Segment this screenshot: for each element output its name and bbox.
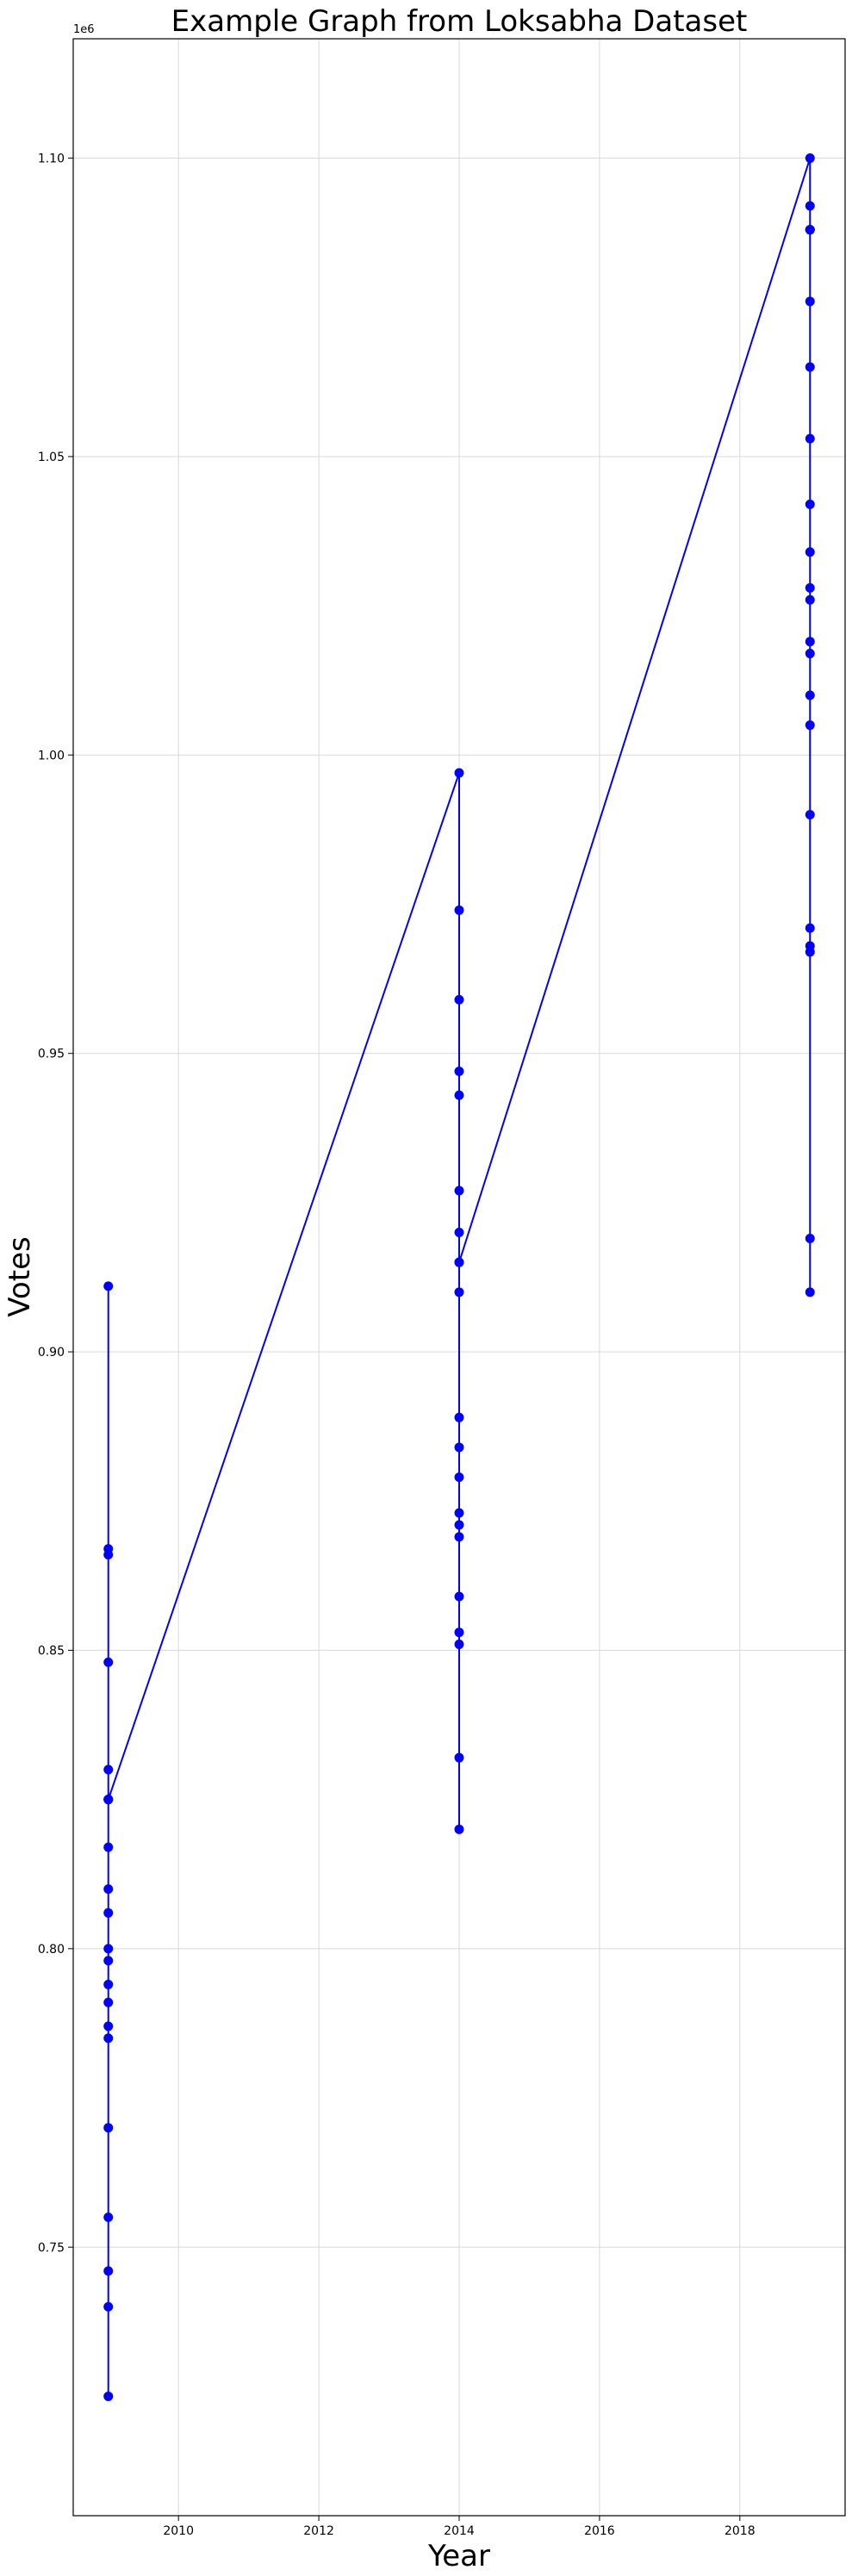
data-point xyxy=(805,637,815,647)
data-point xyxy=(103,1764,114,1775)
data-point xyxy=(805,433,815,444)
data-point xyxy=(103,1979,114,1989)
data-point xyxy=(103,2302,114,2312)
data-point xyxy=(103,1281,114,1291)
data-point xyxy=(454,1228,464,1238)
data-point xyxy=(454,768,464,778)
data-point xyxy=(103,1842,114,1852)
data-point xyxy=(103,1795,114,1805)
x-axis-label: Year xyxy=(427,2539,490,2573)
y-tick-label: 1.00 xyxy=(38,749,65,762)
data-point xyxy=(103,1997,114,2007)
data-point xyxy=(454,1520,464,1530)
data-point xyxy=(454,1532,464,1542)
data-point xyxy=(805,225,815,235)
data-point xyxy=(103,1956,114,1966)
data-point xyxy=(103,2021,114,2032)
data-point xyxy=(805,582,815,593)
x-tick-label: 2010 xyxy=(163,2524,194,2538)
series-layer xyxy=(103,153,815,2401)
data-point xyxy=(805,649,815,659)
data-point xyxy=(805,690,815,700)
x-tick-label: 2016 xyxy=(584,2524,615,2538)
data-point xyxy=(805,153,815,164)
data-point xyxy=(805,810,815,820)
data-point xyxy=(454,994,464,1005)
data-point xyxy=(103,2391,114,2401)
data-point xyxy=(454,1472,464,1483)
data-point xyxy=(805,547,815,557)
data-point xyxy=(454,1442,464,1453)
data-point xyxy=(805,362,815,372)
data-point xyxy=(805,499,815,509)
data-point xyxy=(805,201,815,211)
data-point xyxy=(454,1508,464,1518)
data-point xyxy=(103,1944,114,1954)
y-tick-label: 1.05 xyxy=(38,451,65,464)
data-point xyxy=(454,1257,464,1267)
chart-title: Example Graph from Loksabha Dataset xyxy=(171,4,748,39)
data-point xyxy=(454,1412,464,1422)
data-point xyxy=(103,1550,114,1560)
data-point xyxy=(454,1591,464,1602)
data-point xyxy=(454,905,464,915)
data-point xyxy=(103,2212,114,2223)
data-point xyxy=(454,1066,464,1076)
y-offset-label: 1e6 xyxy=(73,23,95,36)
data-point xyxy=(805,923,815,933)
data-point xyxy=(454,1185,464,1196)
data-point xyxy=(103,1884,114,1895)
data-point xyxy=(454,1640,464,1650)
data-point xyxy=(805,1287,815,1297)
data-point xyxy=(103,2033,114,2044)
x-tick-label: 2018 xyxy=(725,2524,756,2538)
data-point xyxy=(103,1907,114,1918)
data-point xyxy=(454,1824,464,1834)
data-point xyxy=(454,1287,464,1297)
x-tick-label: 2012 xyxy=(303,2524,334,2538)
data-point xyxy=(805,1233,815,1243)
data-point xyxy=(805,296,815,307)
x-tick-label: 2014 xyxy=(444,2524,475,2538)
data-point xyxy=(805,720,815,731)
grid-lines xyxy=(73,39,845,2516)
y-tick-label: 0.75 xyxy=(38,2241,65,2255)
y-tick-label: 0.90 xyxy=(38,1346,65,1360)
y-tick-label: 0.80 xyxy=(38,1943,65,1957)
y-tick-label: 1.10 xyxy=(38,152,65,166)
data-point xyxy=(103,1657,114,1667)
data-point xyxy=(103,2266,114,2276)
data-point xyxy=(805,594,815,605)
y-tick-label: 0.85 xyxy=(38,1644,65,1658)
data-point xyxy=(454,1627,464,1638)
data-point xyxy=(454,1752,464,1763)
data-point xyxy=(103,2123,114,2133)
data-point xyxy=(805,947,815,957)
y-axis-label: Votes xyxy=(3,1236,37,1316)
data-point xyxy=(454,1090,464,1100)
axis-ticks: 2010 2012 2014 2016 2018 0.75 0.80 0.85 0.90 0.95… xyxy=(38,152,756,2538)
y-tick-label: 0.95 xyxy=(38,1048,65,1061)
